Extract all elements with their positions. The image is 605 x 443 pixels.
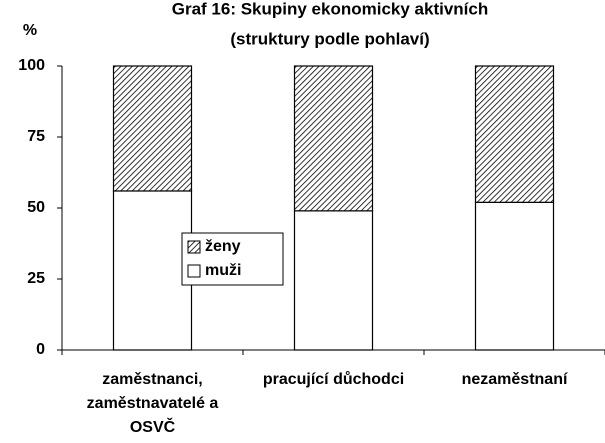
legend-swatch (187, 240, 201, 254)
x-tick-label: nezaměstnaní (461, 371, 568, 388)
bar-segment (474, 65, 555, 203)
y-tick-label: 75 (27, 128, 45, 145)
chart-subtitle: (struktury podle pohlaví) (230, 29, 429, 48)
bar-segment (293, 65, 374, 212)
chart-title: Graf 16: Skupiny ekonomicky aktivních (172, 0, 489, 18)
bar-segment (293, 210, 374, 351)
bar-segment (112, 65, 193, 192)
x-tick-label: pracující důchodci (262, 371, 405, 388)
y-tick-label: 25 (27, 270, 45, 287)
y-tick-label: 100 (18, 57, 45, 74)
bar-segment (474, 201, 555, 351)
legend-label: muži (205, 262, 241, 279)
bar-segment (112, 190, 193, 351)
y-axis-label: % (23, 22, 37, 39)
y-tick-label: 0 (36, 341, 45, 358)
y-tick-label: 50 (27, 199, 45, 216)
legend-label: ženy (205, 238, 241, 255)
x-tick-label: zaměstnanci, zaměstnavatelé a OSVČ (86, 371, 219, 436)
legend-swatch (187, 264, 201, 278)
